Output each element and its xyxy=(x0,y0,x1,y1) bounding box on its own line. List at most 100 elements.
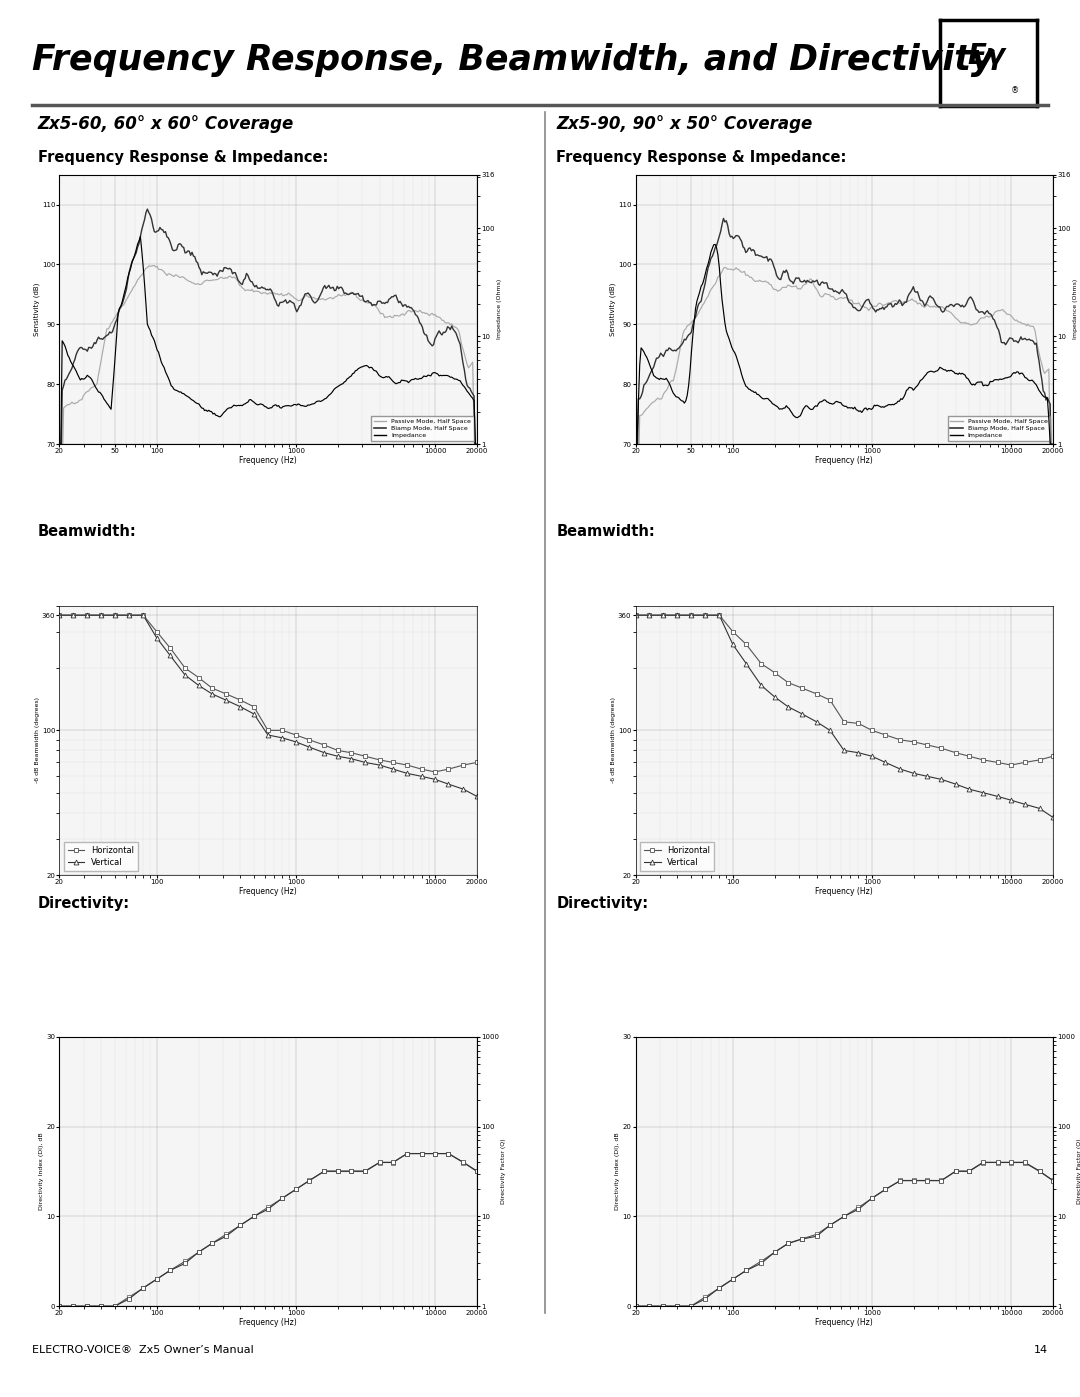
Vertical xyxy=(643,606,656,623)
X-axis label: Frequency (Hz): Frequency (Hz) xyxy=(240,457,297,465)
Y-axis label: Sensitivity (dB): Sensitivity (dB) xyxy=(609,282,616,337)
Text: Beamwidth:: Beamwidth: xyxy=(38,524,136,539)
Vertical xyxy=(219,692,232,708)
X-axis label: Frequency (Hz): Frequency (Hz) xyxy=(240,1319,297,1327)
Vertical xyxy=(150,630,163,647)
Horizontal xyxy=(643,606,656,623)
Horizontal xyxy=(879,726,892,743)
Vertical xyxy=(289,733,302,750)
Vertical xyxy=(80,606,93,623)
Horizontal xyxy=(345,745,357,761)
Horizontal xyxy=(962,747,975,764)
Horizontal xyxy=(852,715,865,732)
Horizontal xyxy=(234,692,247,708)
Legend: Passive Mode, Half Space, Biamp Mode, Half Space, Impedance: Passive Mode, Half Space, Biamp Mode, Ha… xyxy=(947,416,1050,441)
Horizontal xyxy=(80,606,93,623)
Horizontal xyxy=(1018,754,1031,771)
Y-axis label: Impedance (Ohms): Impedance (Ohms) xyxy=(497,279,501,339)
Vertical xyxy=(332,747,345,764)
Vertical xyxy=(949,775,962,792)
Vertical xyxy=(796,705,809,722)
Horizontal xyxy=(1004,757,1017,774)
Vertical xyxy=(810,714,823,731)
Horizontal xyxy=(838,714,851,731)
Horizontal xyxy=(95,606,108,623)
Horizontal xyxy=(415,761,428,778)
Horizontal xyxy=(991,754,1004,771)
Vertical xyxy=(671,606,684,623)
Vertical xyxy=(178,666,191,683)
Vertical xyxy=(962,781,975,798)
Y-axis label: Impedance (Ohms): Impedance (Ohms) xyxy=(1072,279,1078,339)
Text: Directivity:: Directivity: xyxy=(38,895,130,911)
Horizontal xyxy=(1047,747,1059,764)
Vertical xyxy=(108,606,121,623)
Vertical xyxy=(1018,796,1031,813)
Horizontal xyxy=(53,606,66,623)
Horizontal xyxy=(108,606,121,623)
Vertical xyxy=(415,768,428,785)
Horizontal xyxy=(387,754,400,771)
Horizontal xyxy=(205,680,218,697)
Horizontal xyxy=(713,606,726,623)
Vertical xyxy=(261,726,274,743)
Vertical xyxy=(205,686,218,703)
Vertical xyxy=(865,747,878,764)
Vertical xyxy=(359,754,372,771)
Vertical xyxy=(976,784,989,800)
Vertical xyxy=(768,689,781,705)
Vertical xyxy=(685,606,698,623)
Vertical xyxy=(838,742,851,759)
Y-axis label: -6 dB Beamwidth (degrees): -6 dB Beamwidth (degrees) xyxy=(611,697,616,784)
Text: Directivity:: Directivity: xyxy=(556,895,648,911)
Horizontal xyxy=(457,757,470,774)
Horizontal xyxy=(401,757,414,774)
Horizontal xyxy=(471,754,484,771)
Horizontal xyxy=(122,606,135,623)
Horizontal xyxy=(442,761,455,778)
Horizontal xyxy=(1034,752,1047,768)
Text: Beamwidth:: Beamwidth: xyxy=(556,524,654,539)
Text: Frequency Response & Impedance:: Frequency Response & Impedance: xyxy=(556,149,847,165)
Vertical xyxy=(95,606,108,623)
Vertical xyxy=(457,781,470,798)
Legend: Passive Mode, Half Space, Biamp Mode, Half Space, Impedance: Passive Mode, Half Space, Biamp Mode, Ha… xyxy=(372,416,474,441)
Vertical xyxy=(401,766,414,782)
Vertical xyxy=(935,771,948,788)
Horizontal xyxy=(740,636,753,652)
Horizontal xyxy=(907,733,920,750)
Vertical xyxy=(852,745,865,761)
Horizontal xyxy=(332,742,345,759)
Vertical xyxy=(429,771,442,788)
Horizontal xyxy=(164,640,177,657)
Vertical xyxy=(907,766,920,782)
Vertical xyxy=(234,698,247,715)
Horizontal xyxy=(66,606,79,623)
Vertical xyxy=(387,761,400,778)
Horizontal xyxy=(976,752,989,768)
Horizontal xyxy=(824,692,837,708)
Vertical xyxy=(192,678,205,694)
X-axis label: Frequency (Hz): Frequency (Hz) xyxy=(815,887,873,897)
X-axis label: Frequency (Hz): Frequency (Hz) xyxy=(240,887,297,897)
Y-axis label: Sensitivity (dB): Sensitivity (dB) xyxy=(33,282,40,337)
Horizontal xyxy=(261,722,274,739)
Horizontal xyxy=(247,698,260,715)
Horizontal xyxy=(935,740,948,757)
Vertical xyxy=(713,606,726,623)
Horizontal xyxy=(865,722,878,739)
Horizontal xyxy=(302,732,315,749)
Vertical xyxy=(894,761,907,778)
Vertical xyxy=(657,606,670,623)
Vertical xyxy=(275,729,288,746)
Y-axis label: Directivity Index (DI), dB: Directivity Index (DI), dB xyxy=(39,1133,44,1210)
Horizontal xyxy=(629,606,642,623)
Line: Horizontal: Horizontal xyxy=(57,613,480,774)
Text: Eγ: Eγ xyxy=(968,42,1005,70)
Legend: Horizontal, Vertical: Horizontal, Vertical xyxy=(64,842,138,870)
Horizontal xyxy=(275,722,288,739)
Y-axis label: Directivity Index (DI), dB: Directivity Index (DI), dB xyxy=(616,1133,620,1210)
Vertical xyxy=(755,678,768,694)
Vertical xyxy=(629,606,642,623)
Vertical xyxy=(824,722,837,739)
